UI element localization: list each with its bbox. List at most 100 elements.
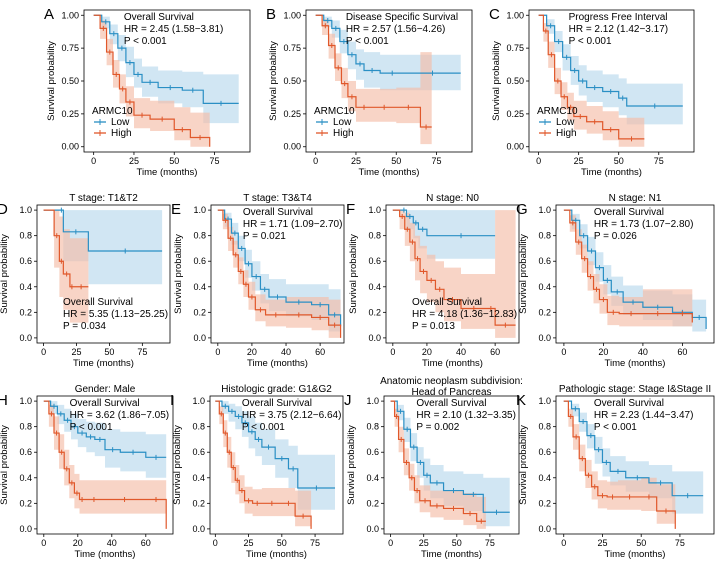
panel-letter: B xyxy=(266,6,276,23)
y-tick-label: 1.00 xyxy=(506,10,524,20)
y-axis-label: Survival probability xyxy=(491,41,502,121)
hazard-ratio: HR = 5.35 (1.13−25.25) xyxy=(63,309,168,320)
km-line-high xyxy=(215,400,312,529)
x-tick-label: 25 xyxy=(351,156,361,166)
y-tick-label: 0.8 xyxy=(19,231,32,241)
y-tick-label: 1.0 xyxy=(193,205,206,215)
plot-frame xyxy=(555,395,715,535)
x-tick-label: 0 xyxy=(41,538,46,548)
plot-area xyxy=(538,14,683,147)
y-tick-label: 0.50 xyxy=(61,76,79,86)
ci-band-high xyxy=(43,401,167,529)
panel-title: Gender: Male xyxy=(75,384,136,395)
plot-frame xyxy=(209,395,344,535)
x-tick-label: 75 xyxy=(654,156,664,166)
stats-heading: Overall Survival xyxy=(124,12,194,23)
x-tick-label: 50 xyxy=(452,538,462,548)
km-line-low xyxy=(392,209,496,237)
plot-frame xyxy=(36,204,171,344)
ci-band-high xyxy=(390,401,486,529)
hazard-ratio: HR = 2.10 (1.32−3.35) xyxy=(416,410,516,421)
plot-area xyxy=(390,400,510,529)
ci-band-high xyxy=(563,210,693,335)
km-line-low xyxy=(390,400,510,513)
y-tick-label: 1.0 xyxy=(19,205,32,215)
y-tick-label: 0.4 xyxy=(19,282,32,292)
y-tick-label: 0.8 xyxy=(19,422,32,432)
y-tick-label: 1.0 xyxy=(192,396,205,406)
stats-heading: Progress Free Interval xyxy=(569,12,668,23)
y-tick-label: 1.0 xyxy=(538,396,551,406)
km-line-low xyxy=(538,14,683,107)
p-value: P < 0.001 xyxy=(70,422,113,433)
panel-title-line: N stage: N0 xyxy=(426,193,479,204)
x-tick-label: 0 xyxy=(561,538,566,548)
x-axis-label: Time (months) xyxy=(247,358,308,369)
legend-label-high: High xyxy=(556,128,577,139)
panel-letter: J xyxy=(344,392,352,409)
y-tick-label: 1.0 xyxy=(19,396,32,406)
x-tick-label: 0 xyxy=(536,156,541,166)
panel-j: J Anatomic neoplasm subdivision: Head of P… xyxy=(344,376,523,560)
ci-band-low xyxy=(43,210,163,285)
panel-title-line: N stage: N1 xyxy=(609,193,662,204)
plot-area xyxy=(93,14,239,147)
panel-title: Anatomic neoplasm subdivision: Head of Pa… xyxy=(380,376,523,398)
p-value: P = 0.026 xyxy=(594,231,637,242)
x-tick-label: 75 xyxy=(485,538,495,548)
y-axis-label: Survival probability xyxy=(0,234,10,314)
panel-title-line: T stage: T1&T2 xyxy=(69,193,138,204)
x-axis-label: Time (months) xyxy=(359,167,420,178)
x-tick-label: 0 xyxy=(41,347,46,357)
legend-label-low: Low xyxy=(333,117,352,128)
x-tick-label: 25 xyxy=(71,347,81,357)
panel-letter: C xyxy=(489,6,500,23)
y-tick-label: 0.2 xyxy=(538,498,551,508)
hazard-ratio: HR = 2.57 (1.56−4.26) xyxy=(346,24,446,35)
y-tick-label: 0.4 xyxy=(19,473,32,483)
y-axis-label: Survival probability xyxy=(46,41,57,121)
y-tick-label: 0.4 xyxy=(366,473,379,483)
y-tick-label: 0.8 xyxy=(538,422,551,432)
km-line-high xyxy=(563,400,676,529)
x-tick-label: 25 xyxy=(129,156,139,166)
y-axis-label: Survival probability xyxy=(518,425,529,505)
legend-label-high: High xyxy=(333,128,354,139)
y-tick-label: 0.00 xyxy=(506,142,524,152)
panel-letter: A xyxy=(44,6,54,23)
x-tick-label: 20 xyxy=(598,347,608,357)
y-tick-label: 0.0 xyxy=(19,333,32,343)
panel-title: T stage: T1&T2 xyxy=(69,193,138,204)
y-tick-label: 0.6 xyxy=(366,447,379,457)
ci-band-low xyxy=(93,15,239,124)
y-axis-label: Survival probability xyxy=(268,41,279,121)
y-axis-label: Survival probability xyxy=(172,425,183,505)
plot-frame xyxy=(210,204,345,344)
hazard-ratio: HR = 2.45 (1.58−3.81) xyxy=(124,24,224,35)
panel-title: N stage: N1 xyxy=(609,193,662,204)
km-line-high xyxy=(392,209,516,326)
p-value: P < 0.001 xyxy=(594,422,637,433)
y-tick-label: 0.2 xyxy=(193,307,206,317)
x-tick-label: 75 xyxy=(210,156,220,166)
y-axis-label: Survival probability xyxy=(0,425,10,505)
x-tick-label: 0 xyxy=(213,538,218,548)
y-tick-label: 0.6 xyxy=(538,256,551,266)
y-tick-label: 0.2 xyxy=(192,498,205,508)
y-tick-label: 1.0 xyxy=(366,396,379,406)
p-value: P < 0.001 xyxy=(569,36,612,47)
y-tick-label: 0.6 xyxy=(368,256,381,266)
panel-h: H Gender: Male 0.0 0.2 0.4 0.6 0.8 1.0 0 20 40 60 Ti… xyxy=(0,384,174,560)
y-tick-label: 0.25 xyxy=(61,109,79,119)
ci-band-high xyxy=(217,210,341,338)
y-tick-label: 0.4 xyxy=(368,282,381,292)
panel-g: G N stage: N1 0.0 0.2 0.4 0.6 0.8 1.0 0 20 40 60 Tim… xyxy=(516,193,715,369)
km-line-high xyxy=(93,14,211,147)
x-tick-label: 0 xyxy=(388,538,393,548)
km-line-high xyxy=(43,209,89,288)
y-tick-label: 0.6 xyxy=(193,256,206,266)
y-tick-label: 0.2 xyxy=(19,307,32,317)
panel-title-line: Gender: Male xyxy=(75,384,136,395)
km-line-high xyxy=(563,209,693,323)
ci-band-high xyxy=(43,210,89,323)
